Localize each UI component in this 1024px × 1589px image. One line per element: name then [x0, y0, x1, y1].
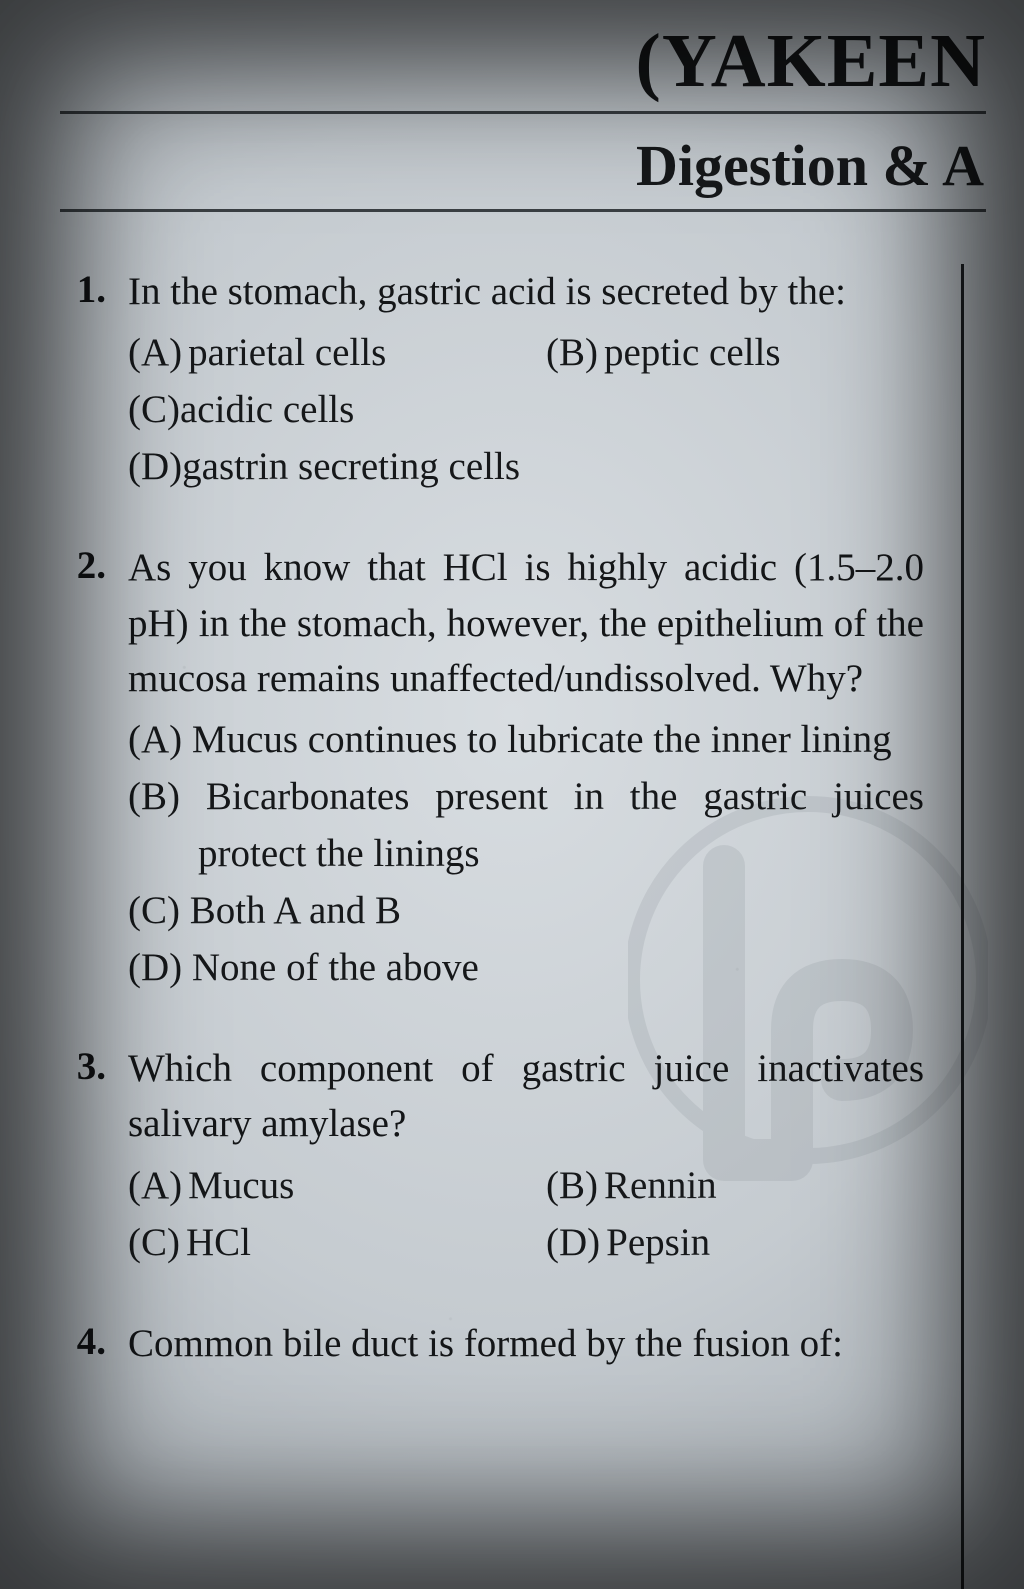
section-title: Digestion & A — [60, 132, 986, 199]
question-number: 4. — [60, 1316, 106, 1367]
brand-title: (YAKEEN — [60, 0, 986, 105]
option-b: (B)Rennin — [546, 1158, 924, 1215]
option-b: (B)peptic cells — [546, 325, 924, 382]
option-d: (D)gastrin secreting cells — [128, 439, 924, 496]
question-number: 1. — [60, 264, 106, 315]
options: (A) Mucus continues to lubricate the inn… — [60, 712, 924, 997]
options: (A)Mucus (B)Rennin (C)HCl (D)Pepsin — [60, 1158, 924, 1272]
question-stem: Common bile duct is formed by the fusion… — [128, 1316, 924, 1371]
question-stem: In the stomach, gastric acid is secreted… — [128, 264, 924, 319]
question-number: 2. — [60, 540, 106, 591]
question-stem: Which component of gastric juice inactiv… — [128, 1041, 924, 1152]
question-column: 1. In the stomach, gastric acid is secre… — [60, 264, 986, 1371]
rule-top — [60, 111, 986, 114]
option-d: (D)Pepsin — [546, 1215, 924, 1272]
option-a: (A)Mucus — [128, 1158, 506, 1215]
option-b: (B) Bicarbonates present in the gastric … — [128, 769, 924, 883]
options: (A)parietal cells (B)peptic cells (C)aci… — [60, 325, 924, 496]
page: (YAKEEN Digestion & A 1. In the stomach,… — [0, 0, 1024, 1589]
rule-mid — [60, 209, 986, 212]
question-number: 3. — [60, 1041, 106, 1092]
option-c: (C)HCl — [128, 1215, 506, 1272]
option-d: (D) None of the above — [128, 940, 924, 997]
option-c: (C) Both A and B — [128, 883, 924, 940]
option-a: (A)parietal cells — [128, 325, 506, 382]
column-divider — [961, 264, 964, 1589]
option-a: (A) Mucus continues to lubricate the inn… — [128, 712, 924, 769]
question-stem: As you know that HCl is highly acidic (1… — [128, 540, 924, 706]
question-4: 4. Common bile duct is formed by the fus… — [60, 1316, 924, 1371]
question-3: 3. Which component of gastric juice inac… — [60, 1041, 924, 1272]
question-2: 2. As you know that HCl is highly acidic… — [60, 540, 924, 997]
option-c: (C)acidic cells — [128, 382, 924, 439]
question-1: 1. In the stomach, gastric acid is secre… — [60, 264, 924, 496]
